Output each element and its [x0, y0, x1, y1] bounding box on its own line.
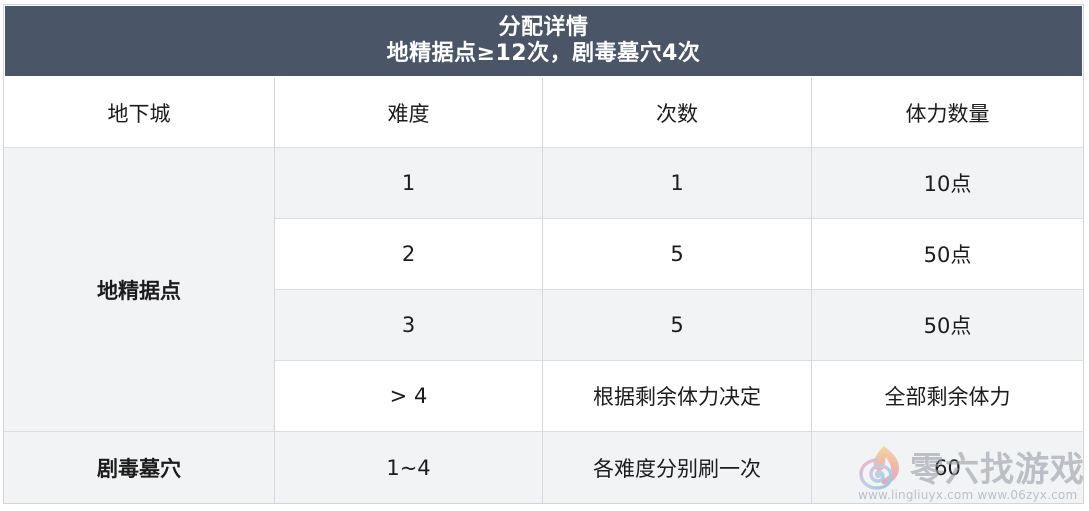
row-group-label-venom-crypt: 剧毒墓穴 [4, 432, 275, 503]
column-header-difficulty: 难度 [275, 78, 543, 148]
table-title-secondary: 地精据点≥12次，剧毒墓穴4次 [386, 41, 701, 66]
table-grid: 地下城 难度 次数 体力数量 地精据点 1 1 10点 2 5 50点 3 5 … [4, 78, 1083, 503]
cell-difficulty-2: 2 [275, 219, 543, 290]
cell-times-1: 1 [543, 148, 812, 219]
cell-stamina-2: 50点 [812, 219, 1083, 290]
table-title-primary: 分配详情 [498, 15, 589, 41]
column-header-times: 次数 [543, 78, 812, 148]
column-header-dungeon: 地下城 [4, 78, 275, 148]
cell-difficulty-5: 1~4 [275, 432, 543, 503]
cell-stamina-4: 全部剩余体力 [812, 361, 1083, 432]
cell-times-3: 5 [543, 290, 812, 361]
cell-stamina-3: 50点 [812, 290, 1083, 361]
cell-difficulty-1: 1 [275, 148, 543, 219]
table-title-banner: 分配详情 地精据点≥12次，剧毒墓穴4次 [5, 6, 1082, 76]
cell-stamina-5: 60 [812, 432, 1083, 503]
cell-difficulty-3: 3 [275, 290, 543, 361]
cell-stamina-1: 10点 [812, 148, 1083, 219]
cell-times-4: 根据剩余体力决定 [543, 361, 812, 432]
cell-times-2: 5 [543, 219, 812, 290]
cell-difficulty-4: > 4 [275, 361, 543, 432]
row-group-label-goblin-camp: 地精据点 [4, 148, 275, 432]
cell-times-5: 各难度分别刷一次 [543, 432, 812, 503]
column-header-stamina: 体力数量 [812, 78, 1083, 148]
